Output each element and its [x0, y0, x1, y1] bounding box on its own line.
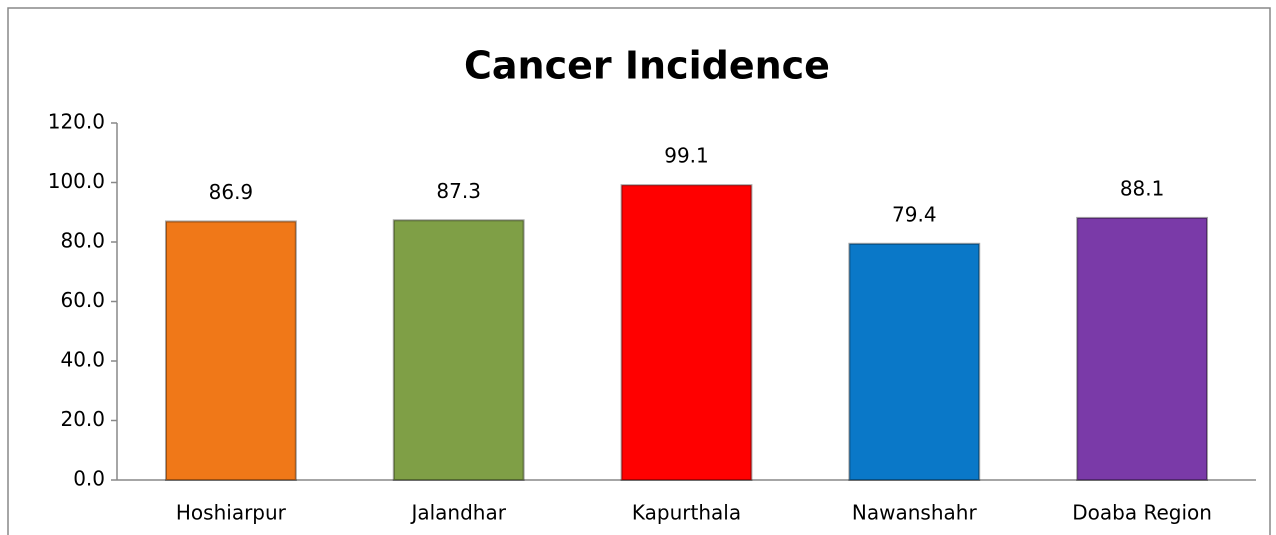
bar	[164, 220, 297, 481]
x-tick-label: Nawanshahr	[852, 501, 978, 525]
x-tick-label: Doaba Region	[1072, 501, 1212, 525]
x-tick-label: Jalandhar	[409, 501, 506, 525]
data-label: 86.9	[209, 180, 254, 204]
y-tick-label: 0.0	[73, 467, 105, 491]
data-label: 79.4	[892, 202, 937, 226]
bar	[620, 184, 753, 482]
x-tick-label: Hoshiarpur	[176, 501, 287, 525]
data-label: 88.1	[1120, 176, 1165, 200]
chart-border	[7, 7, 1271, 535]
bar	[392, 219, 525, 481]
y-tick-label: 100.0	[48, 169, 105, 193]
y-tick-label: 120.0	[48, 110, 105, 134]
y-tick-label: 60.0	[60, 288, 105, 312]
data-label: 87.3	[436, 179, 481, 203]
chart-title: Cancer Incidence	[464, 44, 830, 88]
data-label: 99.1	[664, 144, 709, 168]
x-tick-label: Kapurthala	[632, 501, 741, 525]
y-tick-label: 80.0	[60, 229, 105, 253]
y-tick-label: 20.0	[60, 407, 105, 431]
bar	[848, 242, 981, 481]
bar	[1076, 216, 1209, 481]
y-tick-label: 40.0	[60, 348, 105, 372]
